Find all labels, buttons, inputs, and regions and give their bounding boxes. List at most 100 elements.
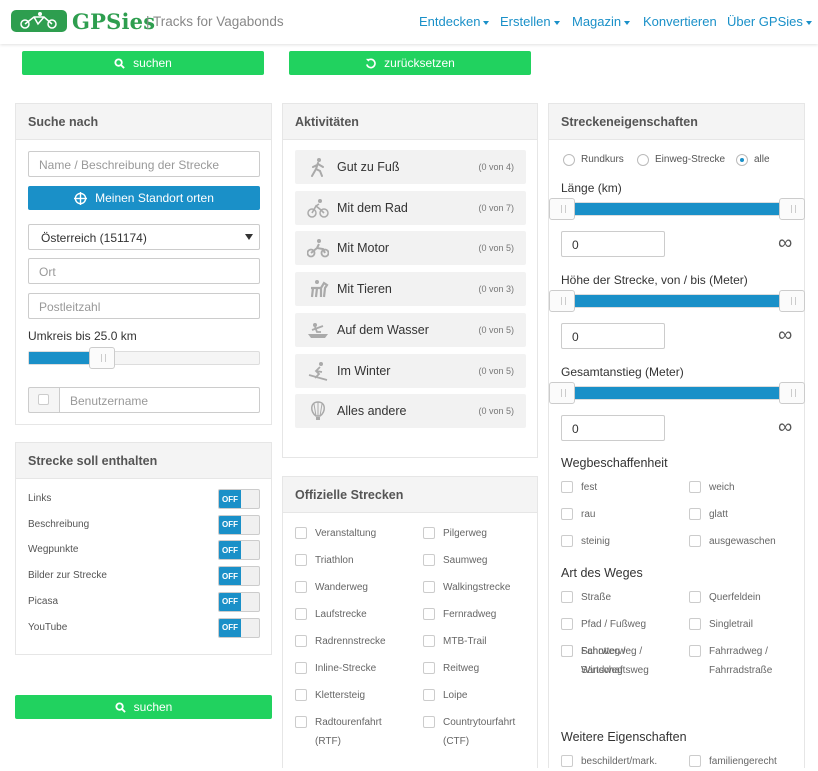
official-label: Veranstaltung: [315, 528, 377, 539]
property-checkbox[interactable]: [561, 755, 573, 767]
height-max-handle[interactable]: [779, 290, 805, 312]
walking-icon: [307, 157, 329, 177]
property-checkbox[interactable]: [689, 508, 701, 520]
ascent-max-handle[interactable]: [779, 382, 805, 404]
property-checkbox[interactable]: [689, 481, 701, 493]
search-button[interactable]: suchen: [22, 51, 264, 75]
property-label: Querfeldein: [709, 592, 761, 603]
official-checkbox[interactable]: [295, 608, 307, 620]
toggle-switch[interactable]: OFF: [218, 566, 260, 587]
property-checkbox[interactable]: [561, 535, 573, 547]
property-checkbox[interactable]: [689, 618, 701, 630]
activity-3[interactable]: Mit Motor (0 von 5): [295, 231, 526, 266]
property-checkbox[interactable]: [561, 481, 573, 493]
username-input[interactable]: Benutzername: [59, 387, 260, 413]
radio-einweg[interactable]: [637, 154, 649, 166]
official-checkbox[interactable]: [295, 716, 307, 728]
radio-alle[interactable]: [736, 154, 748, 166]
activity-2[interactable]: Mit dem Rad (0 von 7): [295, 190, 526, 225]
height-min-input[interactable]: 0: [561, 323, 665, 349]
locate-me-button[interactable]: Meinen Standort orten: [28, 186, 260, 210]
official-checkbox[interactable]: [295, 635, 307, 647]
activity-count: (0 von 7): [478, 202, 514, 213]
length-slider[interactable]: [549, 202, 805, 216]
official-checkbox[interactable]: [295, 662, 307, 674]
property-label: Straße: [581, 592, 612, 603]
toggle-switch[interactable]: OFF: [218, 489, 260, 509]
toggle-label: Bilder zur Strecke: [28, 570, 107, 582]
official-checkbox[interactable]: [423, 608, 435, 620]
gpsies-logo-icon[interactable]: [10, 8, 68, 35]
official-label: Radtourenfahrt (RTF): [315, 717, 382, 747]
activity-6[interactable]: Im Winter (0 von 5): [295, 353, 526, 388]
height-slider[interactable]: [549, 294, 805, 308]
toggle-label: YouTube: [28, 621, 68, 633]
activity-name: Alles andere: [337, 404, 407, 419]
menu-label: Konvertieren: [643, 14, 717, 29]
menu-entdecken[interactable]: Entdecken: [419, 14, 490, 29]
official-checkbox[interactable]: [295, 581, 307, 593]
official-checkbox[interactable]: [423, 554, 435, 566]
dropdown-arrow-icon: [245, 234, 253, 240]
official-checkbox[interactable]: [295, 689, 307, 701]
property-checkbox[interactable]: [561, 618, 573, 630]
search-bottom-button[interactable]: suchen: [15, 695, 272, 719]
track-name-input[interactable]: Name / Beschreibung der Strecke: [28, 151, 260, 177]
property-label: weich: [709, 482, 735, 493]
official-checkbox[interactable]: [295, 527, 307, 539]
height-slider-fill: [550, 295, 804, 307]
brand-name[interactable]: GPSies: [72, 9, 156, 34]
city-input[interactable]: Ort: [28, 258, 260, 284]
contains-panel: Strecke soll enthalten Links OFF Beschreib…: [15, 442, 272, 655]
activity-4[interactable]: Mit Tieren (0 von 3): [295, 272, 526, 307]
activity-1[interactable]: Gut zu Fuß (0 von 4): [295, 150, 526, 184]
ascent-slider[interactable]: [549, 386, 805, 400]
crosshair-icon: [74, 191, 88, 205]
length-min-input[interactable]: 0: [561, 231, 665, 257]
height-min-handle[interactable]: [549, 290, 575, 312]
more-title: Weitere Eigenschaften: [561, 730, 687, 744]
property-checkbox[interactable]: [689, 645, 701, 657]
toggle-switch[interactable]: OFF: [218, 591, 260, 612]
property-checkbox[interactable]: [689, 591, 701, 603]
property-checkbox[interactable]: [689, 535, 701, 547]
official-checkbox[interactable]: [423, 635, 435, 647]
radio-rundkurs[interactable]: [563, 154, 575, 166]
official-checkbox[interactable]: [295, 554, 307, 566]
property-checkbox[interactable]: [561, 645, 573, 657]
activity-7[interactable]: Alles andere (0 von 5): [295, 394, 526, 429]
radius-slider-handle[interactable]: [89, 347, 115, 369]
official-checkbox[interactable]: [423, 689, 435, 701]
length-min-handle[interactable]: [549, 198, 575, 220]
official-checkbox[interactable]: [423, 662, 435, 674]
activity-5[interactable]: Auf dem Wasser (0 von 5): [295, 312, 526, 347]
toggle-switch[interactable]: OFF: [218, 617, 260, 638]
official-label: Loipe: [443, 690, 468, 701]
menu-erstellen[interactable]: Erstellen: [500, 14, 560, 29]
official-checkbox[interactable]: [423, 527, 435, 539]
property-checkbox[interactable]: [561, 508, 573, 520]
official-label: Fernradweg: [443, 609, 497, 620]
menu-ueber-gpsies[interactable]: Über GPSies: [727, 14, 812, 29]
ascent-slider-fill: [550, 387, 804, 399]
official-checkbox[interactable]: [423, 716, 435, 728]
ascent-min-input[interactable]: 0: [561, 415, 665, 441]
toggle-switch[interactable]: OFF: [218, 540, 260, 561]
menu-magazin[interactable]: Magazin: [572, 14, 631, 29]
menu-konvertieren[interactable]: Konvertieren: [643, 14, 717, 29]
official-label: Inline-Strecke: [315, 663, 377, 674]
length-max-handle[interactable]: [779, 198, 805, 220]
zip-input[interactable]: Postleitzahl: [28, 293, 260, 319]
reset-button[interactable]: zurücksetzen: [289, 51, 531, 75]
official-label: Wanderweg: [315, 582, 368, 593]
activity-count: (0 von 5): [478, 324, 514, 335]
radius-slider[interactable]: [28, 351, 260, 365]
official-checkbox[interactable]: [423, 581, 435, 593]
property-checkbox[interactable]: [689, 755, 701, 767]
user-filter-checkbox[interactable]: [38, 394, 49, 405]
toggle-switch[interactable]: OFF: [218, 514, 260, 535]
ascent-min-handle[interactable]: [549, 382, 575, 404]
country-select[interactable]: Österreich (151174): [28, 224, 260, 250]
official-label: Laufstrecke: [315, 609, 367, 620]
property-checkbox[interactable]: [561, 591, 573, 603]
